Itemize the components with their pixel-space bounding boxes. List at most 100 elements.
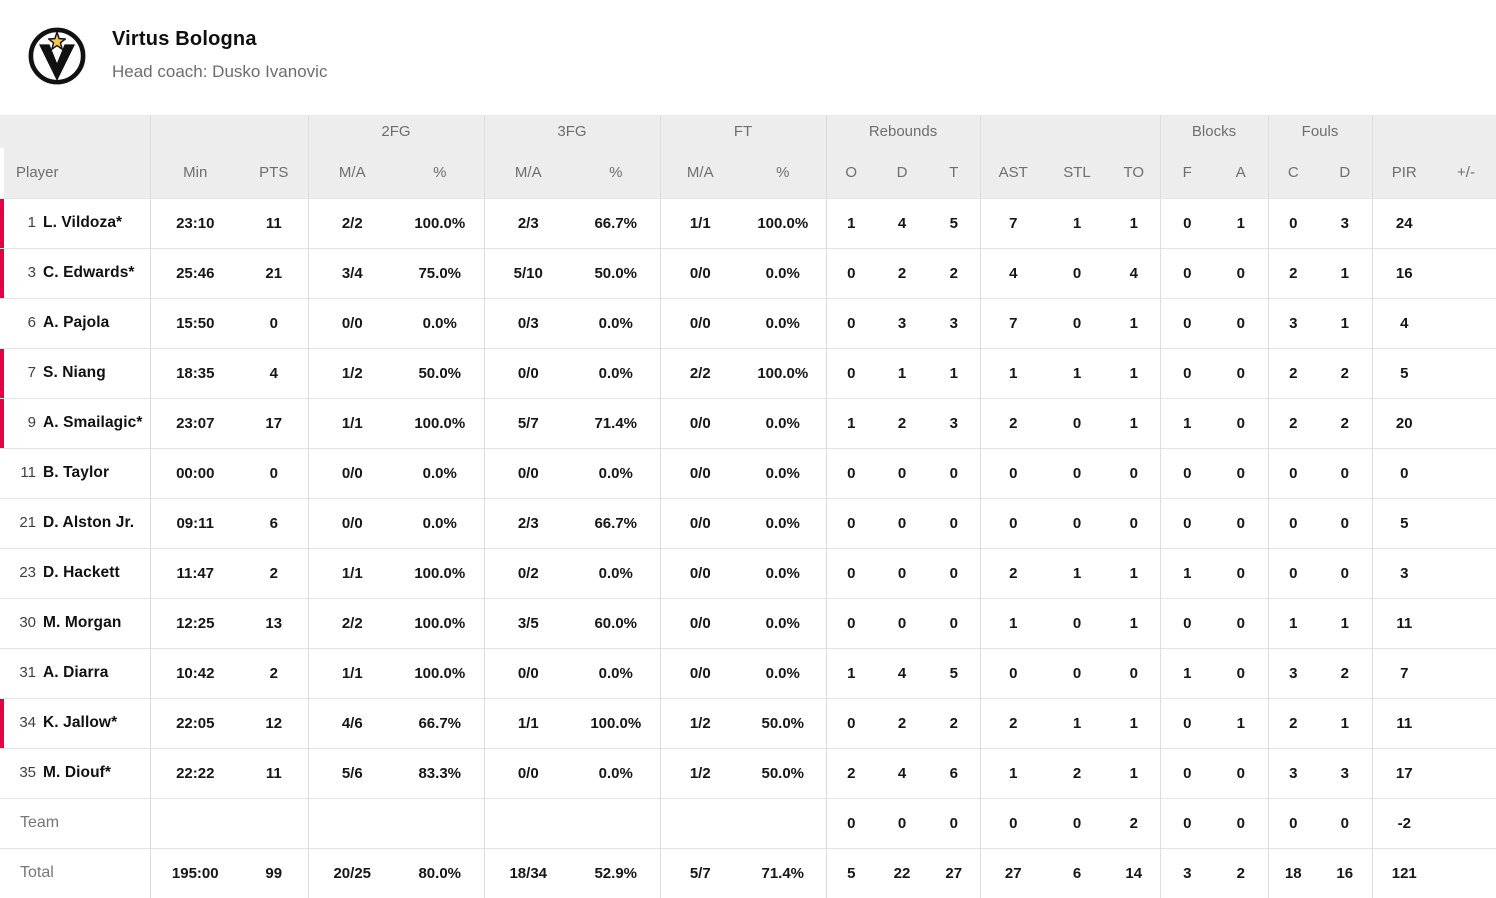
player-row: 11 B. Taylor 00:00 0 0/0 0.0% 0/0 0.0% 0/0 0.0% 0 0… [0,448,1496,498]
stat-cell [1436,848,1496,898]
stat-cell: 2 [1289,364,1298,382]
column-header-row: Player Min PTS M/A% M/A% M/A% O D T AST STL TO F A C D P… [0,148,1496,198]
stat-cell: 0 [1072,464,1082,482]
stat-cell: 1 [1183,414,1192,432]
stat-cell: 66.7% [572,498,661,548]
group-header: Fouls [1268,115,1373,148]
player-row: 9 A. Smailagic* 23:07 17 1/1 100.0% 5/7 71.4% 0/… [0,398,1496,448]
stat-cell: 2 [1289,264,1298,282]
stat-cell: 100.0% [740,198,827,248]
stat-cell: 6 [240,498,309,548]
stat-cell: 52.9% [572,848,661,898]
stat-cell: 0/0 [689,614,711,632]
stat-cell: 5/7 [517,414,539,432]
stat-cell: 0 [897,564,907,582]
stat-cell: 1 [1318,698,1373,748]
stat-cell: 17 [240,398,309,448]
stat-cell: 27 [1004,864,1022,882]
player-row: 3 C. Edwards* 25:46 21 3/4 75.0% 5/10 50.0% 0/0 0… [0,248,1496,298]
stat-cell: 1 [1108,298,1161,348]
stat-cell: 2 [240,548,309,598]
stat-cell: 100.0% [396,598,485,648]
column-header-: % [572,148,661,198]
stat-cell: 4 [897,764,907,782]
stat-cell: 1/1 [341,564,363,582]
stat-cell: 22:22 [176,764,215,782]
stat-cell: 0 [1009,464,1018,482]
stat-cell: 1/1 [341,414,363,432]
stat-cell: 0 [1289,814,1298,832]
stat-cell: 0 [1400,464,1409,482]
column-header-ma: M/A [660,148,740,198]
stat-cell: 0/0 [689,514,711,532]
player-name: C. Edwards* [43,264,135,281]
stat-cell: 3 [897,314,907,332]
total-row: Total 195:00 99 20/25 80.0% 18/34 52.9% 5/7 71.4… [0,848,1496,898]
stat-cell: 3/4 [341,264,363,282]
column-header-min: Min [150,148,240,198]
stat-cell: 1/2 [689,714,711,732]
stat-cell: 0/0 [517,764,539,782]
stat-cell: 10:42 [176,664,215,682]
column-header-ast: AST [980,148,1047,198]
stat-cell: 0 [1214,348,1269,398]
stat-cell: 0.0% [572,548,661,598]
stat-cell: 16 [1318,848,1373,898]
stat-cell: 0 [1072,414,1082,432]
stat-cell: 0 [1183,464,1192,482]
column-header-f: F [1160,148,1215,198]
player-cell: 6 A. Pajola [4,298,151,348]
player-cell: 31 A. Diarra [4,648,151,698]
stat-cell: 0/0 [689,264,711,282]
stat-cell [396,798,485,848]
player-name: M. Morgan [43,614,122,631]
stat-cell: 75.0% [396,248,485,298]
stat-cell: 195:00 [171,864,219,882]
stat-cell: 0 [1108,448,1161,498]
stat-cell: 0 [928,798,981,848]
stat-cell: 0.0% [740,498,827,548]
stat-cell: 66.7% [572,198,661,248]
stat-cell: 0 [1009,814,1018,832]
stat-cell: 1 [1318,298,1373,348]
player-cell: 21 D. Alston Jr. [4,498,151,548]
stat-cell: 5 [928,648,981,698]
stat-cell: 0.0% [740,398,827,448]
stat-cell: 0 [847,814,856,832]
stat-cell: 0 [1214,248,1269,298]
stat-cell: 4 [240,348,309,398]
jersey-number: 34 [19,714,36,731]
stat-cell: 2 [1072,764,1082,782]
stat-cell: 18:35 [176,364,215,382]
stat-cell: 1 [1289,614,1298,632]
stat-cell: 20/25 [333,864,372,882]
stat-cell [1436,398,1496,448]
on-court-indicator [0,398,4,448]
stat-cell: 3 [1318,748,1373,798]
stat-cell: 0.0% [396,498,485,548]
group-header: FT [660,115,827,148]
stat-cell [740,798,827,848]
stat-cell: 4 [1400,314,1409,332]
stat-cell: 0/0 [689,564,711,582]
stat-cell: 0.0% [740,298,827,348]
stat-cell [1436,598,1496,648]
player-cell: 34 K. Jallow* [4,698,151,748]
stat-cell: 7 [1009,314,1018,332]
player-cell: 30 M. Morgan [4,598,151,648]
stat-cell: 1 [1009,364,1018,382]
stat-cell: 11 [240,198,309,248]
stat-cell: 0 [897,614,907,632]
stat-cell: 0 [1072,264,1082,282]
column-header-t: T [928,148,981,198]
stat-cell: 2 [1318,648,1373,698]
stat-cell: 1 [847,414,856,432]
stat-cell: 7 [1009,214,1018,232]
jersey-number: 35 [19,764,36,781]
stat-cell: 0.0% [572,748,661,798]
stat-cell: 0 [1289,514,1298,532]
on-court-indicator [0,248,4,298]
stat-cell: 12:25 [176,614,215,632]
jersey-number: 7 [27,364,36,381]
stat-cell: 0 [1318,548,1373,598]
